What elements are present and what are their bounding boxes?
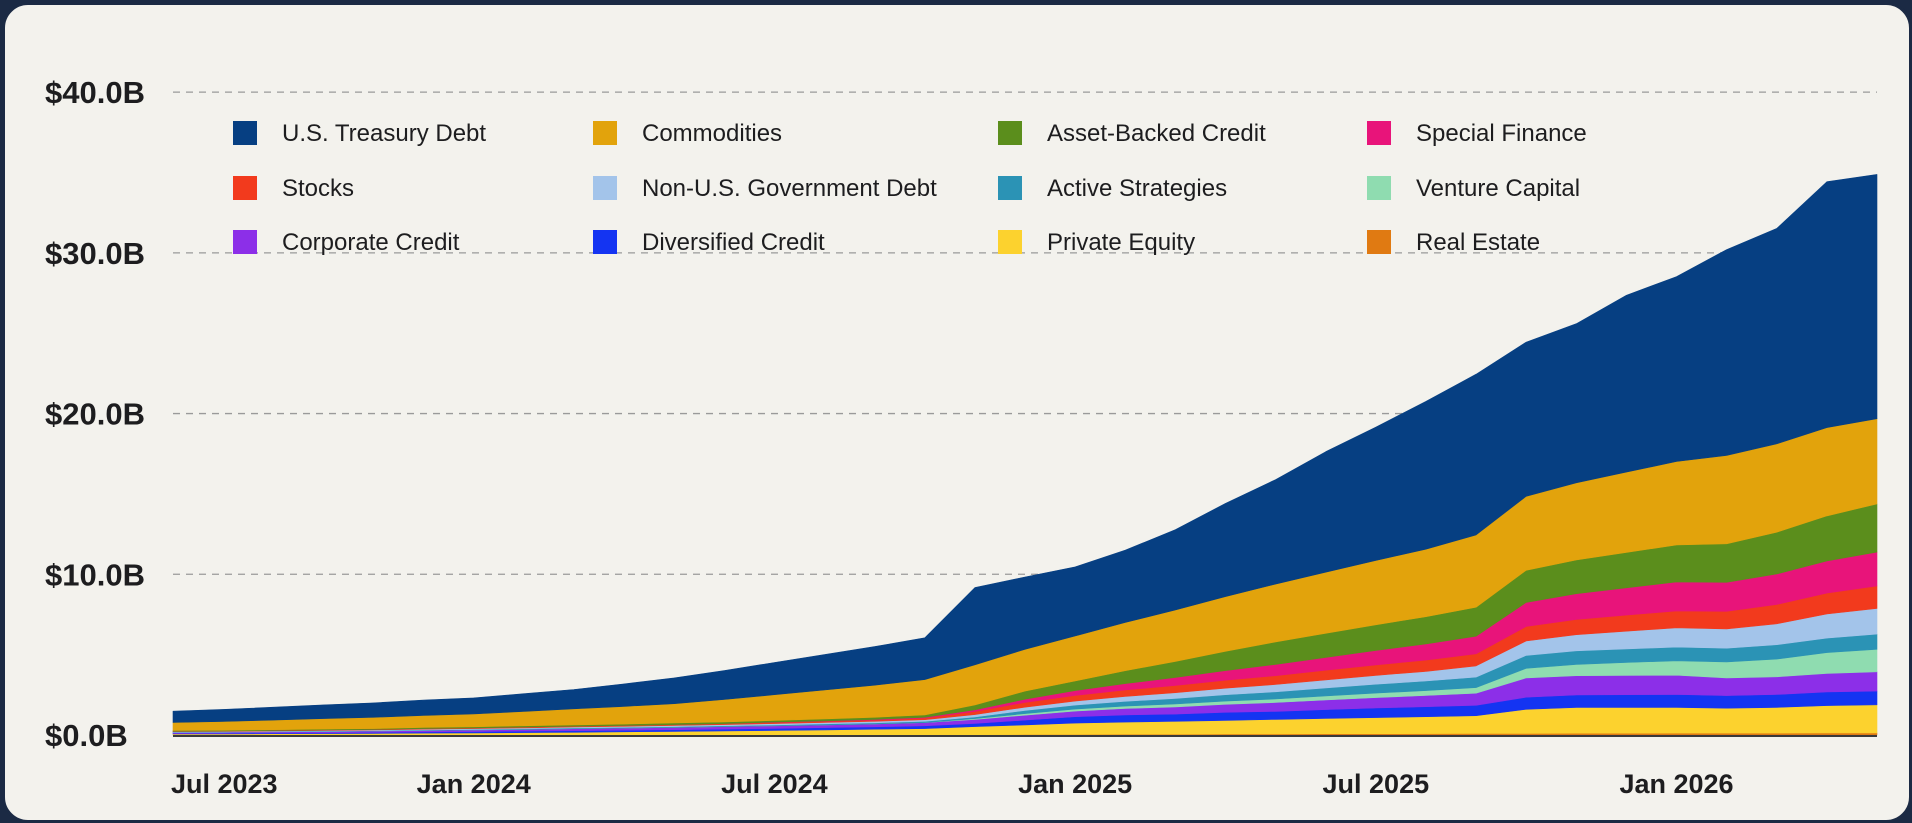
legend: U.S. Treasury Debt Commodities Asset-Backe… xyxy=(233,120,1587,256)
legend-swatch xyxy=(1367,230,1391,254)
y-tick-label: $30.0B xyxy=(45,236,145,271)
legend-item-private-equity: Private Equity xyxy=(998,229,1195,256)
legend-label: Asset-Backed Credit xyxy=(1047,120,1266,147)
legend-label: Non-U.S. Government Debt xyxy=(642,175,937,202)
legend-label: Active Strategies xyxy=(1047,175,1227,202)
legend-label: U.S. Treasury Debt xyxy=(282,120,486,147)
x-tick-label: Jul 2024 xyxy=(721,769,828,799)
legend-item-special-finance: Special Finance xyxy=(1367,120,1587,147)
legend-item-diversified-credit: Diversified Credit xyxy=(593,229,825,256)
legend-label: Real Estate xyxy=(1416,229,1540,256)
legend-swatch xyxy=(593,230,617,254)
legend-item-active-strategies: Active Strategies xyxy=(998,175,1227,202)
legend-item-commodities: Commodities xyxy=(593,120,782,147)
legend-item-corporate-credit: Corporate Credit xyxy=(233,229,460,256)
legend-swatch xyxy=(998,230,1022,254)
legend-item-stocks: Stocks xyxy=(233,175,354,202)
legend-label: Corporate Credit xyxy=(282,229,460,256)
legend-label: Private Equity xyxy=(1047,229,1195,256)
x-tick-label: Jan 2025 xyxy=(1018,769,1132,799)
x-tick-label: Jan 2024 xyxy=(417,769,531,799)
legend-item-asset-backed-credit: Asset-Backed Credit xyxy=(998,120,1266,147)
legend-swatch xyxy=(593,176,617,200)
legend-swatch xyxy=(593,121,617,145)
legend-swatch xyxy=(1367,176,1391,200)
legend-swatch xyxy=(233,230,257,254)
legend-item-non-u-s-government-debt: Non-U.S. Government Debt xyxy=(593,175,937,202)
legend-swatch xyxy=(998,176,1022,200)
legend-swatch xyxy=(233,121,257,145)
y-tick-label: $40.0B xyxy=(45,75,145,110)
area-series xyxy=(172,174,1878,737)
y-axis-ticks: $0.0B $10.0B $20.0B $30.0B $40.0B xyxy=(45,75,145,753)
legend-swatch xyxy=(998,121,1022,145)
legend-label: Special Finance xyxy=(1416,120,1587,147)
legend-swatch xyxy=(233,176,257,200)
x-axis-ticks: Jul 2023 Jan 2024 Jul 2024 Jan 2025 Jul 2025… xyxy=(171,769,1734,799)
area-u-s-treasury-debt xyxy=(172,174,1878,723)
x-tick-label: Jul 2025 xyxy=(1323,769,1430,799)
y-tick-label: $10.0B xyxy=(45,557,145,592)
legend-label: Stocks xyxy=(282,175,354,202)
y-tick-label: $20.0B xyxy=(45,397,145,432)
x-tick-label: Jan 2026 xyxy=(1619,769,1733,799)
legend-label: Venture Capital xyxy=(1416,175,1580,202)
legend-label: Diversified Credit xyxy=(642,229,825,256)
legend-label: Commodities xyxy=(642,120,782,147)
legend-item-venture-capital: Venture Capital xyxy=(1367,175,1580,202)
legend-item-u-s-treasury-debt: U.S. Treasury Debt xyxy=(233,120,486,147)
legend-item-real-estate: Real Estate xyxy=(1367,229,1540,256)
chart: $0.0B $10.0B $20.0B $30.0B $40.0B Jul 2023 Ja… xyxy=(45,75,1878,799)
x-tick-label: Jul 2023 xyxy=(171,769,278,799)
legend-swatch xyxy=(1367,121,1391,145)
y-tick-label: $0.0B xyxy=(45,718,128,753)
